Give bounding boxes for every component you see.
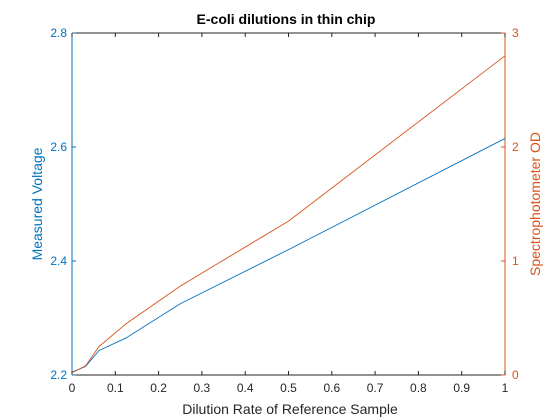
x-tick-label: 0.3 [194, 381, 211, 395]
series-line-measured-voltage [71, 138, 506, 373]
x-tick-label: 0 [69, 381, 76, 395]
x-axis-label: Dilution Rate of Reference Sample [182, 401, 398, 417]
y-right-tick-label: 0 [512, 368, 519, 382]
series-lines [71, 55, 506, 374]
y-left-tick-label: 2.2 [50, 368, 67, 382]
x-tick-label: 0.5 [280, 381, 297, 395]
chart-title: E-coli dilutions in thin chip [197, 11, 376, 27]
x-tick-label: 0.9 [453, 381, 470, 395]
axes: 0 0.1 0.2 0.3 0.4 0.5 0.6 0.7 0.8 0.9 1 2.2 2.4 2.6 2.… [50, 26, 519, 395]
x-tick-label: 0.2 [150, 381, 167, 395]
y-right-tick-label: 3 [512, 26, 519, 40]
y-right-tick-label: 1 [512, 254, 519, 268]
x-tick-label: 1 [502, 381, 509, 395]
y-left-tick-label: 2.4 [50, 254, 67, 268]
x-tick-label: 0.6 [323, 381, 340, 395]
series-line-spectrophotometer-od [71, 55, 506, 374]
y-left-tick-label: 2.6 [50, 140, 67, 154]
y-left-tick-label: 2.8 [50, 26, 67, 40]
x-tick-label: 0.1 [107, 381, 124, 395]
y-right-axis-label: Spectrophotometer OD [527, 132, 543, 276]
x-tick-label: 0.7 [367, 381, 384, 395]
y-right-tick-label: 2 [512, 140, 519, 154]
x-tick-label: 0.4 [237, 381, 254, 395]
x-tick-label: 0.8 [410, 381, 427, 395]
y-left-axis-label: Measured Voltage [29, 147, 45, 260]
